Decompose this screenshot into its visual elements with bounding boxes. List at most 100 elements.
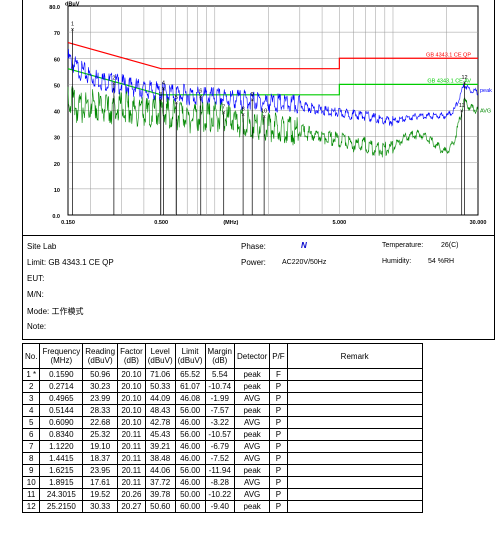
table-cell: 0.6090 (39, 416, 84, 429)
col-header-3: Factor (dB) (117, 343, 146, 369)
table-row: 5 0.6090 22.68 20.10 42.78 46.00 -3.22 AVG P (21, 416, 423, 429)
marker-point: × (199, 94, 203, 100)
marker-point: × (241, 112, 245, 118)
table-row: 8 1.4415 18.37 20.11 38.48 46.00 -7.52 AVG P (21, 452, 423, 465)
marker-point: × (262, 114, 266, 120)
col-header-6: Margin (dB) (204, 343, 236, 369)
table-cell: AVG (233, 392, 271, 405)
table-row: 7 1.1220 19.10 20.11 39.21 46.00 -6.79 AVG P (21, 440, 423, 453)
table-cell: 1.4415 (39, 452, 84, 465)
table-row: 11 24.3015 19.52 20.26 39.78 50.00 -10.22 AVG P (21, 488, 423, 501)
table-cell: AVG (233, 488, 271, 501)
x-tick-label: 0.500 (154, 220, 168, 226)
marker-point: × (175, 101, 179, 107)
table-cell (286, 464, 423, 477)
marker-label: 1 (71, 21, 74, 27)
table-cell: peak (233, 368, 271, 381)
table-cell: 23.95 (82, 464, 119, 477)
table-cell: peak (233, 380, 271, 393)
table-cell (286, 488, 423, 501)
table-cell: 24.3015 (39, 488, 84, 501)
table-cell: 6 (21, 428, 41, 441)
col-header-5: Limit (dBuV) (174, 343, 206, 369)
humidity-label: Humidity: (382, 258, 412, 265)
table-cell: 71.06 (144, 368, 176, 381)
table-cell: 56.00 (174, 428, 206, 441)
table-cell: 56.00 (174, 464, 206, 477)
eut-label: EUT: (27, 274, 45, 283)
table-cell: 20.10 (117, 368, 146, 381)
col-header-1: Frequency (MHz) (39, 343, 84, 369)
table-cell: P (269, 440, 288, 453)
table-cell: 20.11 (117, 452, 146, 465)
table-cell: 5.54 (204, 368, 236, 381)
table-cell: P (269, 464, 288, 477)
table-cell: 1.8915 (39, 476, 84, 489)
table-cell: 20.11 (117, 476, 146, 489)
table-cell: 50.96 (82, 368, 119, 381)
table-cell: -7.52 (204, 452, 236, 465)
table-cell: -10.57 (204, 428, 236, 441)
table-cell: 44.09 (144, 392, 176, 405)
table-cell: 28.33 (82, 404, 119, 417)
series-label: AVG (480, 109, 491, 115)
results-table: No. Frequency (MHz) Reading (dBuV) Factor (dB)… (21, 343, 423, 513)
limit-line (67, 68, 478, 96)
x-tick-label: 5.000 (332, 220, 346, 226)
limit-line (67, 41, 478, 70)
table-cell: 39.78 (144, 488, 176, 501)
table-cell: 65.52 (174, 368, 206, 381)
mn-label: M/N: (27, 290, 44, 299)
table-row: 6 0.8340 25.32 20.11 45.43 56.00 -10.57 peak P (21, 428, 423, 441)
table-cell: F (269, 368, 288, 381)
table-cell: peak (233, 428, 271, 441)
table-body: 1 * 0.1590 50.96 20.10 71.06 65.52 5.54 peak F 2 0… (21, 368, 423, 513)
marker-point: × (71, 27, 75, 33)
marker-label: 10 (261, 108, 267, 114)
table-cell (286, 380, 423, 393)
table-cell: 50.33 (144, 380, 176, 393)
table-cell: P (269, 452, 288, 465)
table-cell: 61.07 (174, 380, 206, 393)
table-cell: 1.1220 (39, 440, 84, 453)
y-tick-label: 40 (54, 110, 60, 116)
table-cell: -7.57 (204, 404, 236, 417)
table-cell: 44.06 (144, 464, 176, 477)
table-cell: 0.1590 (39, 368, 84, 381)
table-cell: 20.11 (117, 428, 146, 441)
table-cell: AVG (233, 476, 271, 489)
col-header-7: Detector (233, 343, 271, 369)
table-cell: 20.26 (117, 488, 146, 501)
table-cell: 5 (21, 416, 41, 429)
marker-point: × (222, 111, 226, 117)
y-tick-label: 70 (54, 31, 60, 37)
table-cell: 46.00 (174, 416, 206, 429)
table-cell (286, 452, 423, 465)
table-cell: 0.4965 (39, 392, 84, 405)
table-cell: AVG (233, 452, 271, 465)
phase-label: Phase: (241, 242, 266, 251)
table-cell: P (269, 428, 288, 441)
marker-point: × (460, 109, 464, 115)
note-label: Note: (27, 322, 47, 331)
table-cell: 3 (21, 392, 41, 405)
table-row: 10 1.8915 17.61 20.11 37.72 46.00 -8.28 AVG P (21, 476, 423, 489)
x-tick-label: 0.150 (61, 220, 75, 226)
marker-label: 7 (222, 105, 225, 111)
col-header-9: Remark (286, 343, 423, 369)
y-tick-label: 60 (54, 57, 60, 63)
table-cell: P (269, 392, 288, 405)
table-cell: 56.00 (174, 404, 206, 417)
table-cell: 10 (21, 476, 41, 489)
test-info-panel: Site Lab Limit: GB 4343.1 CE QP EUT: M/N… (22, 236, 495, 340)
table-cell: 39.21 (144, 440, 176, 453)
marker-label: 3 (159, 92, 162, 98)
table-cell: 30.23 (82, 380, 119, 393)
table-cell: 18.37 (82, 452, 119, 465)
marker-label: 12 (461, 75, 467, 81)
table-row: 1 * 0.1590 50.96 20.10 71.06 65.52 5.54 peak F (21, 368, 423, 381)
marker-point: × (112, 82, 116, 88)
limit-label: Limit: GB 4343.1 CE QP (27, 258, 114, 267)
series-line-peak (67, 49, 479, 127)
table-cell: 42.78 (144, 416, 176, 429)
